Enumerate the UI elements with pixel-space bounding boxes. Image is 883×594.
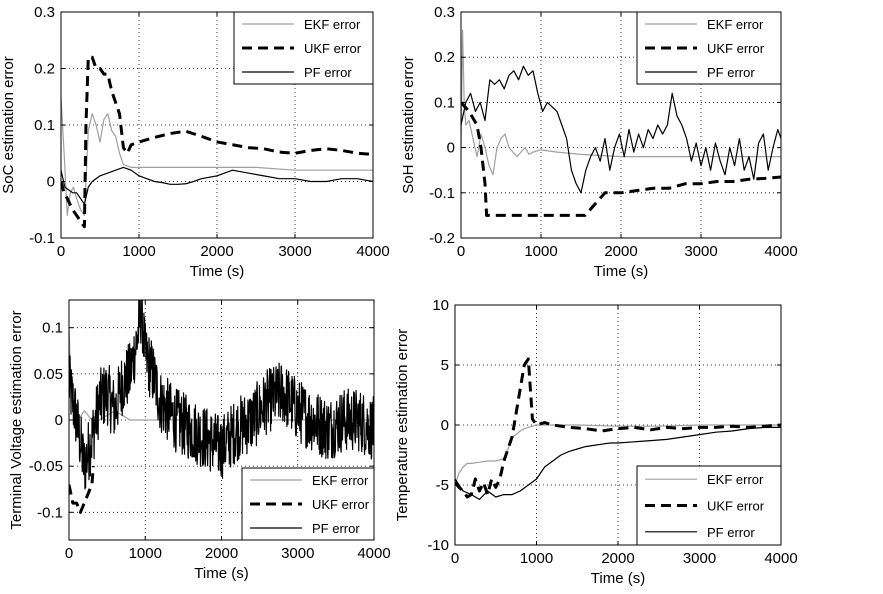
legend-label: PF error xyxy=(707,525,755,540)
legend-label: PF error xyxy=(312,521,360,536)
x-tick-label: 2000 xyxy=(604,243,637,260)
x-tick-label: 4000 xyxy=(356,243,389,260)
series-pf-error xyxy=(455,426,781,500)
series-ekf-error xyxy=(455,424,781,486)
x-tick-label: 3000 xyxy=(683,550,716,567)
y-axis-label: Terminal Voltage estimation error xyxy=(8,310,25,529)
legend-label: EKF error xyxy=(707,17,764,32)
x-tick-label: 3000 xyxy=(684,243,717,260)
y-tick-label: 0.3 xyxy=(34,4,55,21)
x-tick-label: 2000 xyxy=(205,545,238,562)
x-tick-label: 3000 xyxy=(278,243,311,260)
legend-label: PF error xyxy=(707,65,755,80)
x-tick-label: 0 xyxy=(457,243,465,260)
x-tick-label: 1000 xyxy=(122,243,155,260)
y-tick-label: 0.05 xyxy=(34,366,63,383)
x-axis-label: Time (s) xyxy=(190,263,244,280)
series-group xyxy=(69,300,374,514)
legend-label: EKF error xyxy=(707,472,764,487)
x-tick-label: 4000 xyxy=(357,545,390,562)
x-axis-label: Time (s) xyxy=(591,570,645,587)
x-tick-label: 0 xyxy=(451,550,459,567)
x-tick-label: 1000 xyxy=(129,545,162,562)
legend-label: UKF error xyxy=(707,499,765,514)
y-tick-label: 0.2 xyxy=(434,49,455,66)
x-tick-label: 1000 xyxy=(524,243,557,260)
y-axis-label: SoH estimation error xyxy=(400,56,417,194)
y-tick-label: -0.2 xyxy=(429,230,455,247)
y-tick-label: 0.1 xyxy=(434,94,455,111)
series-group xyxy=(461,29,781,217)
y-tick-label: 0.1 xyxy=(34,117,55,134)
series-ukf-error xyxy=(61,55,373,229)
x-tick-label: 4000 xyxy=(764,243,797,260)
y-tick-label: 0.3 xyxy=(434,4,455,21)
x-tick-label: 0 xyxy=(57,243,65,260)
y-tick-label: 0.2 xyxy=(34,61,55,78)
x-axis-label: Time (s) xyxy=(194,565,248,582)
legend-label: EKF error xyxy=(312,473,369,488)
x-tick-label: 1000 xyxy=(520,550,553,567)
legend-label: UKF error xyxy=(707,41,765,56)
series-pf-error xyxy=(61,166,373,205)
legend: EKF error UKF error PF error xyxy=(636,465,782,546)
legend: EKF error UKF error PF error xyxy=(233,11,374,85)
y-axis-label: SoC estimation error xyxy=(0,56,17,194)
series-ukf-error xyxy=(461,101,781,217)
series-ekf-error xyxy=(61,96,373,216)
legend-label: UKF error xyxy=(312,497,370,512)
chart-panel-2: 0 1000 2000 3000 4000 -0.2 -0.1 0 0.1 0.2 0.3 Time … xyxy=(400,4,798,280)
legend: EKF error UKF error PF error xyxy=(241,467,375,541)
x-axis-label: Time (s) xyxy=(594,263,648,280)
series-pf-error xyxy=(461,65,781,194)
legend-label: EKF error xyxy=(304,17,361,32)
y-tick-label: -0.1 xyxy=(29,230,55,247)
x-tick-label: 0 xyxy=(65,545,73,562)
series-ukf-error xyxy=(69,466,95,514)
y-tick-label: -0.1 xyxy=(37,504,63,521)
series-ekf-error xyxy=(461,29,781,176)
legend-label: PF error xyxy=(304,65,352,80)
y-tick-label: 0 xyxy=(447,140,455,157)
series-group xyxy=(61,55,373,229)
x-tick-label: 4000 xyxy=(764,550,797,567)
chart-panel-3: 0 1000 2000 3000 4000 -0.1 -0.05 0 0.05 0.1 Time (… xyxy=(8,299,391,582)
series-pf-error xyxy=(69,300,374,490)
y-tick-label: -10 xyxy=(427,537,449,554)
chart-panel-4: 0 1000 2000 3000 4000 -10 -5 0 5 10 Time (s) Temper… xyxy=(394,297,798,587)
y-tick-label: -5 xyxy=(436,477,449,494)
y-tick-label: 10 xyxy=(432,297,449,314)
y-tick-label: 0.1 xyxy=(42,320,63,337)
series-ukf-error xyxy=(455,357,781,499)
series-group xyxy=(455,357,781,500)
x-tick-label: 2000 xyxy=(601,550,634,567)
y-tick-label: 0 xyxy=(47,174,55,191)
y-axis-label: Temperature estimation error xyxy=(394,329,411,522)
y-tick-label: 5 xyxy=(441,357,449,374)
x-tick-label: 3000 xyxy=(281,545,314,562)
y-tick-label: 0 xyxy=(441,417,449,434)
x-tick-label: 2000 xyxy=(200,243,233,260)
legend: EKF error UKF error PF error xyxy=(636,11,782,85)
y-tick-label: -0.05 xyxy=(29,458,63,475)
y-tick-label: 0 xyxy=(55,412,63,429)
y-tick-label: -0.1 xyxy=(429,185,455,202)
legend-label: UKF error xyxy=(304,41,362,56)
